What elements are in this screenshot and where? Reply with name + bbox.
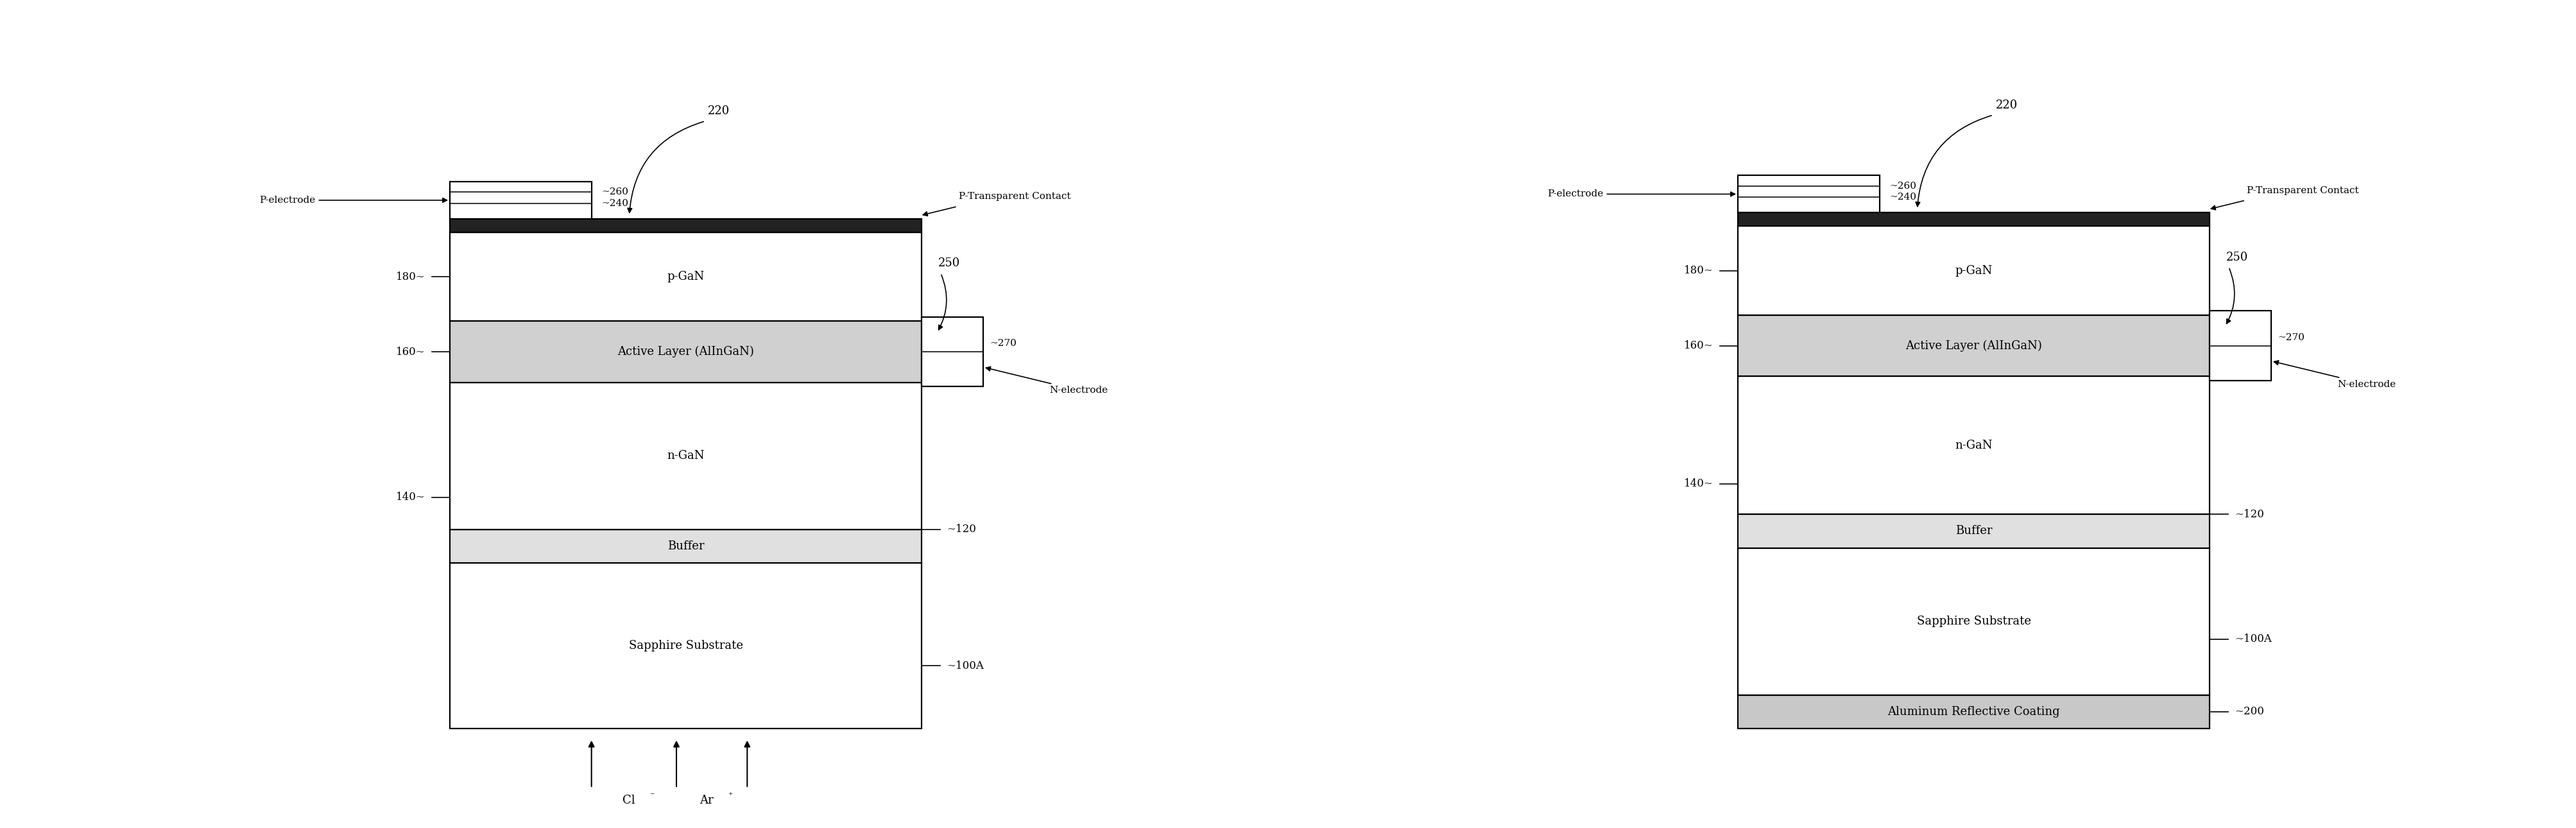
Text: Buffer: Buffer — [1955, 525, 1991, 537]
Text: ~120: ~120 — [2233, 508, 2264, 520]
Text: ~270: ~270 — [989, 339, 1018, 348]
Text: 220: 220 — [1996, 99, 2017, 111]
Text: Aluminum Reflective Coating: Aluminum Reflective Coating — [1888, 706, 2061, 718]
Text: ~120: ~120 — [945, 524, 976, 535]
Text: Ar: Ar — [701, 795, 714, 806]
Text: p-GaN: p-GaN — [1955, 265, 1994, 277]
Text: ~100A: ~100A — [2233, 633, 2272, 644]
Text: 250: 250 — [2226, 252, 2249, 262]
Bar — [451, 321, 922, 383]
Text: 180~: 180~ — [1685, 265, 1713, 276]
Text: ~270: ~270 — [2277, 333, 2306, 342]
Bar — [1739, 315, 2210, 376]
Bar — [451, 181, 592, 219]
Bar — [451, 219, 922, 233]
Text: P-Transparent Contact: P-Transparent Contact — [958, 192, 1072, 201]
Text: Cl: Cl — [623, 795, 636, 806]
Text: 180~: 180~ — [397, 272, 425, 282]
Text: Sapphire Substrate: Sapphire Substrate — [629, 640, 742, 652]
Text: 140~: 140~ — [1685, 479, 1713, 489]
Text: ⁻: ⁻ — [649, 792, 654, 801]
Text: Sapphire Substrate: Sapphire Substrate — [1917, 616, 2030, 627]
Text: ⁺: ⁺ — [726, 792, 732, 801]
Bar — [1739, 213, 2210, 226]
Text: N-electrode: N-electrode — [987, 367, 1108, 395]
Text: 140~: 140~ — [397, 492, 425, 503]
Bar — [451, 530, 922, 563]
Text: Buffer: Buffer — [667, 541, 703, 552]
Text: ~260: ~260 — [1888, 181, 1917, 190]
Bar — [1739, 695, 2210, 729]
Bar — [451, 563, 922, 729]
Bar — [451, 233, 922, 321]
Bar — [451, 383, 922, 530]
Text: Active Layer (AlInGaN): Active Layer (AlInGaN) — [1906, 339, 2043, 352]
Text: P-electrode: P-electrode — [1548, 190, 1734, 199]
Bar — [1739, 176, 1880, 213]
Text: ~260: ~260 — [600, 187, 629, 196]
Bar — [1739, 514, 2210, 548]
Text: 250: 250 — [938, 258, 961, 269]
Text: ~240: ~240 — [1888, 193, 1917, 201]
Text: ~200: ~200 — [2233, 706, 2264, 717]
Bar — [1739, 548, 2210, 695]
Text: 160~: 160~ — [1685, 340, 1713, 351]
Text: 160~: 160~ — [397, 346, 425, 357]
Bar — [2210, 310, 2272, 381]
Text: P-electrode: P-electrode — [260, 195, 446, 205]
Text: 220: 220 — [708, 105, 729, 117]
Text: ~240: ~240 — [600, 199, 629, 208]
Text: n-GaN: n-GaN — [1955, 440, 1994, 451]
Text: P-Transparent Contact: P-Transparent Contact — [2246, 185, 2360, 195]
Text: ~100A: ~100A — [945, 660, 984, 672]
Bar — [922, 317, 984, 387]
Text: Active Layer (AlInGaN): Active Layer (AlInGaN) — [618, 346, 755, 358]
Bar — [1739, 226, 2210, 315]
Text: n-GaN: n-GaN — [667, 450, 706, 462]
Text: p-GaN: p-GaN — [667, 271, 706, 282]
Text: N-electrode: N-electrode — [2275, 361, 2396, 388]
Bar — [1739, 376, 2210, 514]
